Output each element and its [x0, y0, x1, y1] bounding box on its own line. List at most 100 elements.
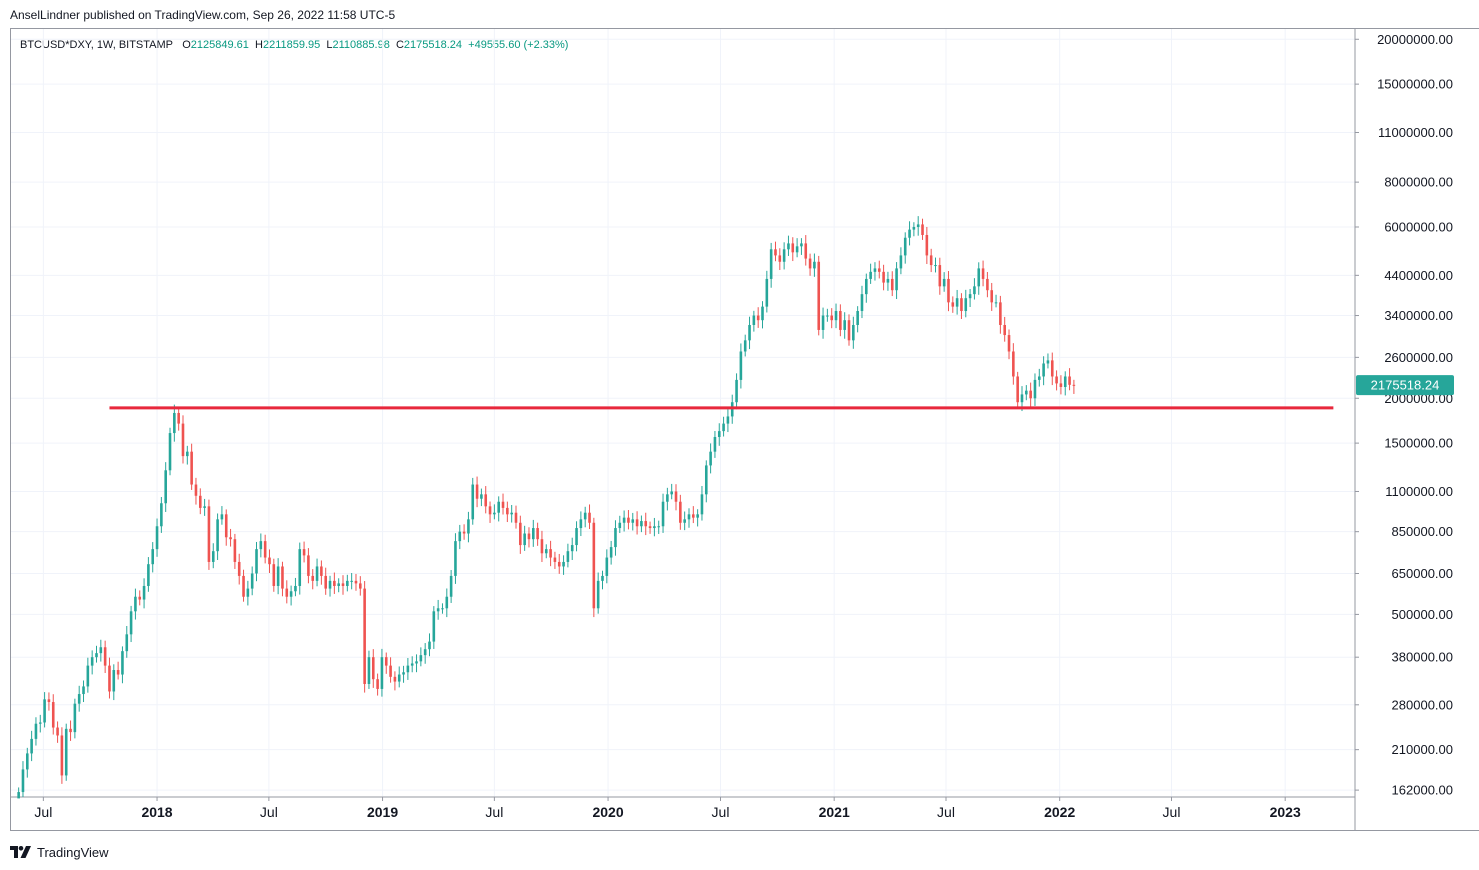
candle — [488, 501, 492, 523]
candle — [173, 404, 176, 442]
candle — [151, 542, 155, 573]
candle — [497, 496, 500, 522]
last-price-box — [1356, 375, 1454, 396]
candle-body — [583, 512, 587, 520]
candle-body — [575, 528, 578, 546]
candle — [289, 585, 293, 606]
candle-body — [1020, 394, 1024, 403]
candle — [882, 264, 885, 291]
candle-body — [445, 596, 449, 609]
candle-body — [981, 268, 985, 279]
candle-body — [272, 564, 276, 586]
candle — [1063, 371, 1067, 396]
high-label: H — [255, 39, 263, 51]
candle-body — [397, 674, 401, 682]
y-tick-label: 162000.00 — [1392, 783, 1453, 798]
candle — [826, 308, 829, 322]
candle-body — [30, 738, 33, 754]
candle-body — [843, 320, 846, 330]
candle — [973, 278, 976, 300]
candle — [384, 652, 388, 674]
last-price-marker: 2175518.24 — [1356, 375, 1454, 396]
candle-body — [860, 294, 864, 312]
candle — [951, 296, 955, 313]
publisher-line: AnselLindner published on TradingView.co… — [10, 8, 396, 22]
candle — [155, 518, 159, 557]
candle-body — [778, 255, 782, 262]
candle — [929, 248, 933, 273]
candle-body — [281, 566, 284, 589]
candle-body — [618, 522, 622, 529]
candle — [237, 553, 241, 585]
x-tick-label: Jul — [34, 804, 52, 820]
candle-body — [895, 268, 898, 291]
candle — [56, 721, 59, 743]
candle — [138, 590, 142, 606]
candle — [609, 540, 613, 565]
candle — [423, 643, 427, 664]
candle — [774, 241, 777, 262]
candle — [186, 445, 189, 465]
candle-body — [666, 494, 669, 502]
candle-body — [670, 491, 673, 495]
candle-body — [155, 526, 159, 550]
candle-body — [246, 588, 250, 597]
candle-body — [207, 506, 211, 562]
chart-grid — [10, 28, 1355, 797]
candle-body — [294, 585, 297, 592]
candle-body — [233, 539, 237, 562]
candle-body — [622, 517, 626, 523]
candles — [17, 216, 1076, 799]
candle-body — [692, 514, 695, 518]
candle — [817, 255, 821, 336]
candle-body — [964, 298, 968, 312]
candle-body — [211, 551, 215, 562]
candle — [298, 542, 302, 595]
candle-body — [774, 249, 777, 256]
candle — [596, 572, 600, 614]
candle-body — [333, 580, 336, 586]
candle-body — [168, 433, 172, 471]
candle-body — [661, 501, 665, 527]
candle — [190, 443, 193, 490]
candle-body — [523, 533, 526, 546]
candle-body — [704, 465, 708, 495]
candle — [635, 511, 639, 535]
candle — [99, 639, 103, 662]
candle-body — [86, 665, 90, 687]
candle-body — [877, 268, 881, 272]
candle — [82, 680, 85, 703]
symbol-label[interactable]: BTCUSD*DXY, 1W, BITSTAMP — [20, 39, 174, 51]
candle-body — [679, 501, 682, 523]
candle — [276, 558, 280, 595]
candle — [233, 533, 237, 569]
candle — [579, 511, 583, 537]
candle — [281, 561, 284, 597]
candle — [895, 262, 898, 300]
candle — [268, 549, 271, 574]
candle — [990, 282, 994, 311]
y-tick-label: 280000.00 — [1392, 697, 1453, 712]
x-tick-label: 2020 — [592, 804, 623, 820]
candle-body — [64, 728, 68, 776]
candle-body — [432, 611, 436, 642]
candle — [540, 530, 544, 563]
candle — [912, 222, 916, 237]
footer-brand[interactable]: TradingView — [37, 844, 109, 860]
footer: TradingView — [10, 843, 109, 861]
candle-body — [337, 583, 340, 586]
x-tick-label: Jul — [1163, 804, 1181, 820]
candle — [787, 235, 790, 256]
candle — [994, 294, 998, 308]
candle — [26, 747, 29, 778]
candle-body — [1068, 376, 1071, 385]
candle-body — [216, 519, 219, 552]
candle — [696, 509, 699, 527]
candle-body — [125, 634, 129, 652]
candle — [804, 235, 808, 266]
candle — [752, 310, 756, 332]
candle — [523, 525, 526, 551]
candle-body — [977, 268, 981, 287]
x-tick-label: 2021 — [819, 804, 850, 820]
